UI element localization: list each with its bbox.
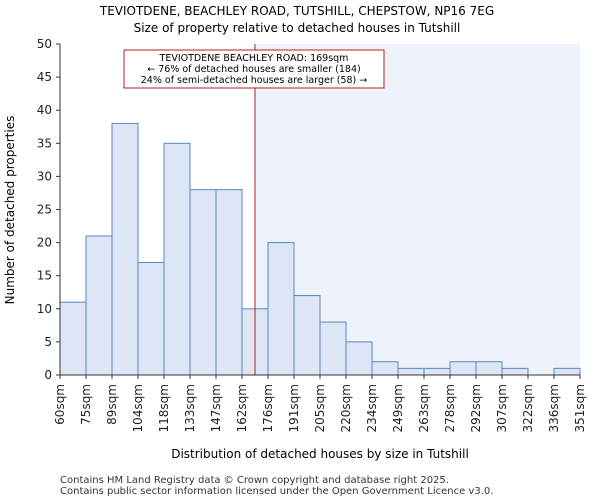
y-tick-label-25: 25 (37, 203, 52, 217)
x-tick-label-307sqm: 307sqm (495, 384, 509, 432)
y-axis-label: Number of detached properties (3, 116, 17, 305)
x-tick-label-118sqm: 118sqm (157, 384, 171, 432)
annotation-line-1: TEVIOTDENE BEACHLEY ROAD: 169sqm (159, 53, 349, 64)
bar-60sqm (59, 301, 87, 376)
chart-subtitle: Size of property relative to detached ho… (134, 21, 461, 35)
y-tick-label-30: 30 (37, 169, 52, 183)
bar-191sqm (293, 295, 321, 376)
bar-249sqm (397, 367, 425, 376)
x-tick-labels: 60sqm 75sqm 89sqm 104sqm 118sqm 133sqm 147sqm 1… (53, 384, 587, 432)
y-tick-labels: 0 5 10 15 20 25 30 35 40 45 50 (37, 37, 52, 382)
y-tick-label-5: 5 (44, 335, 52, 349)
x-tick-label-336sqm: 336sqm (547, 384, 561, 432)
y-tick-label-50: 50 (37, 37, 52, 51)
axes (56, 43, 581, 379)
bar-292sqm (475, 361, 503, 376)
x-axis-label: Distribution of detached houses by size … (171, 447, 469, 461)
bar-278sqm (449, 361, 477, 376)
x-tick-label-278sqm: 278sqm (443, 384, 457, 432)
annotation-line-3: 24% of semi-detached houses are larger (… (141, 75, 368, 86)
x-tick-label-263sqm: 263sqm (417, 384, 431, 432)
bar-220sqm (345, 341, 373, 376)
bar-336sqm (553, 367, 581, 376)
x-tick-label-322sqm: 322sqm (521, 384, 535, 432)
x-tick-label-205sqm: 205sqm (313, 384, 327, 432)
bar-263sqm (423, 367, 451, 376)
y-tick-label-10: 10 (37, 302, 52, 316)
bar-147sqm (215, 189, 243, 376)
x-tick-label-249sqm: 249sqm (391, 384, 405, 432)
x-tick-label-234sqm: 234sqm (365, 384, 379, 432)
footer-line-1: Contains HM Land Registry data © Crown c… (60, 475, 449, 486)
annotation-line-2: ← 76% of detached houses are smaller (18… (147, 64, 360, 75)
y-tick-label-45: 45 (37, 70, 52, 84)
x-tick-label-147sqm: 147sqm (209, 384, 223, 432)
chart-title: TEVIOTDENE, BEACHLEY ROAD, TUTSHILL, CHE… (99, 4, 494, 18)
y-tick-label-0: 0 (44, 368, 52, 382)
x-tick-label-351sqm: 351sqm (573, 384, 587, 432)
x-tick-label-104sqm: 104sqm (131, 384, 145, 432)
bar-307sqm (501, 367, 529, 376)
bar-118sqm (163, 142, 191, 376)
bar-133sqm (189, 189, 217, 376)
x-tick-label-60sqm: 60sqm (53, 384, 67, 425)
bar-205sqm (319, 321, 347, 376)
footer-line-2: Contains public sector information licen… (60, 486, 493, 497)
x-tick-label-133sqm: 133sqm (183, 384, 197, 432)
y-tick-label-35: 35 (37, 136, 52, 150)
y-tick-label-20: 20 (37, 236, 52, 250)
annotation-box: TEVIOTDENE BEACHLEY ROAD: 169sqm ← 76% o… (123, 49, 385, 89)
x-tick-label-220sqm: 220sqm (339, 384, 353, 432)
x-tick-label-162sqm: 162sqm (235, 384, 249, 432)
x-tick-label-75sqm: 75sqm (79, 384, 93, 425)
y-tick-label-40: 40 (37, 103, 52, 117)
bar-176sqm (267, 242, 295, 376)
bar-104sqm (137, 261, 165, 376)
bar-234sqm (371, 361, 399, 376)
annotation-border (123, 49, 385, 89)
bar-89sqm (111, 122, 139, 376)
x-tick-label-176sqm: 176sqm (261, 384, 275, 432)
x-tick-label-191sqm: 191sqm (287, 384, 301, 432)
y-tick-label-15: 15 (37, 269, 52, 283)
x-tick-label-292sqm: 292sqm (469, 384, 483, 432)
bar-75sqm (85, 235, 113, 376)
bar-series (59, 122, 581, 376)
x-tick-label-89sqm: 89sqm (105, 384, 119, 425)
